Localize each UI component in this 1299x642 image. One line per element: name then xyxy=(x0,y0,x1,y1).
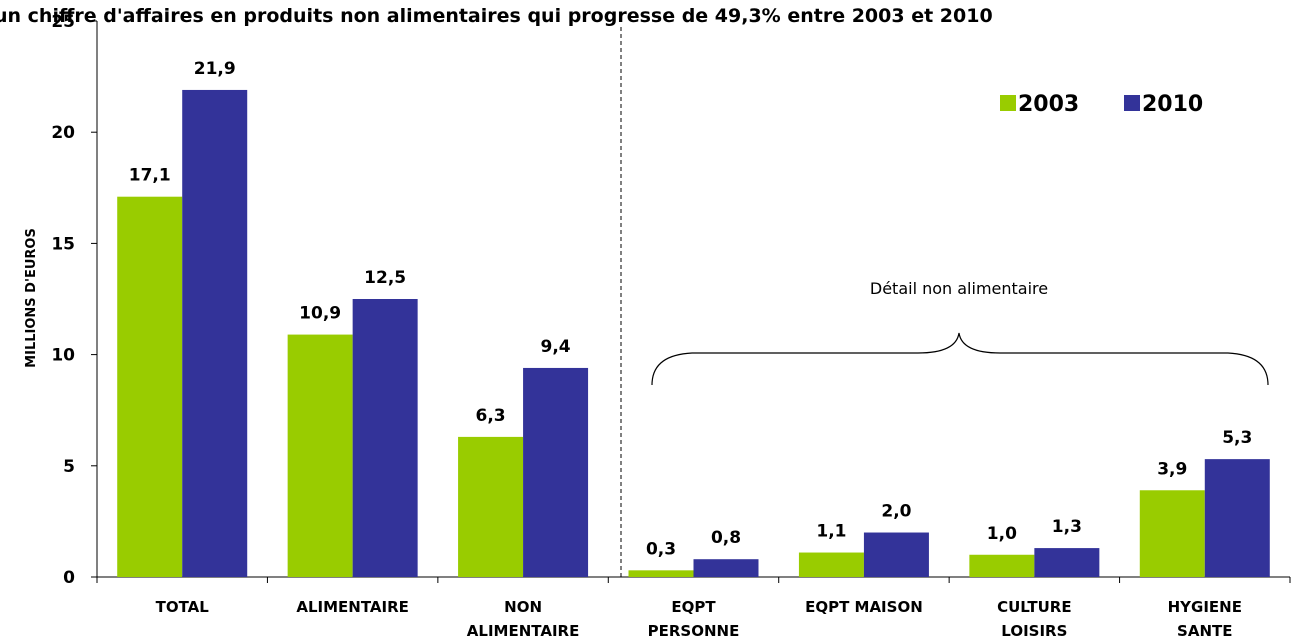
x-category-label: SANTE xyxy=(1177,622,1232,640)
data-label-2010: 0,8 xyxy=(711,528,741,548)
data-label-2010: 9,4 xyxy=(541,337,571,357)
bar-2010 xyxy=(182,89,248,577)
data-label-2003: 1,1 xyxy=(816,522,846,542)
bar-2003 xyxy=(628,570,694,577)
bars xyxy=(117,89,1270,578)
bar-2010 xyxy=(523,367,589,577)
x-category-label: PERSONNE xyxy=(648,622,740,640)
bar-2010 xyxy=(863,532,929,577)
bar-2010 xyxy=(693,559,759,577)
data-label-2010: 12,5 xyxy=(364,268,406,288)
x-category-label: HYGIENE xyxy=(1168,598,1242,616)
data-label-2010: 1,3 xyxy=(1052,517,1082,537)
data-label-2003: 3,9 xyxy=(1157,459,1187,479)
data-label-2010: 2,0 xyxy=(881,502,911,522)
bar-2010 xyxy=(1204,459,1270,577)
bar-2003 xyxy=(969,554,1035,577)
y-tick-label: 10 xyxy=(51,346,75,366)
bar-2003 xyxy=(117,196,183,578)
y-tick-label: 5 xyxy=(63,457,75,477)
y-axis-label: MILLIONS D'EUROS xyxy=(24,228,39,368)
data-label-2003: 1,0 xyxy=(987,524,1017,544)
y-tick-label: 0 xyxy=(63,568,75,588)
y-tick-label: 25 xyxy=(51,12,75,32)
x-category-label: TOTAL xyxy=(156,598,210,616)
bar-2003 xyxy=(458,436,524,577)
data-label-2003: 10,9 xyxy=(299,304,341,324)
bar-2003 xyxy=(1139,490,1205,577)
bar-2003 xyxy=(798,552,864,577)
bar-2010 xyxy=(352,299,418,577)
data-label-2010: 5,3 xyxy=(1222,428,1252,448)
legend-label-2003: 2003 xyxy=(1018,92,1079,117)
legend-label-2010: 2010 xyxy=(1142,92,1203,117)
legend: 2003 2010 xyxy=(1000,92,1203,117)
detail-brace xyxy=(651,332,1269,386)
x-category-label: CULTURE xyxy=(997,598,1071,616)
data-label-2010: 21,9 xyxy=(194,59,236,79)
legend-swatch-2003 xyxy=(1000,95,1016,111)
x-category-label: NON xyxy=(504,598,542,616)
annotation-detail-non-alimentaire: Détail non alimentaire xyxy=(870,279,1048,298)
category-labels: TOTAL ALIMENTAIRE NON ALIMENTAIRE EQPT PERSON… xyxy=(156,598,1242,640)
x-category-label: EQPT xyxy=(671,598,716,616)
y-tick-label: 15 xyxy=(51,234,75,254)
y-tick-label: 20 xyxy=(51,123,75,143)
data-label-2003: 0,3 xyxy=(646,539,676,559)
x-category-label: LOISIRS xyxy=(1001,622,1067,640)
x-category-label: EQPT MAISON xyxy=(805,598,923,616)
bar-2010 xyxy=(1034,548,1100,577)
chart-title: un chiffre d'affaires en produits non al… xyxy=(0,5,993,27)
data-label-2003: 17,1 xyxy=(129,166,171,186)
bar-2003 xyxy=(287,334,353,577)
legend-swatch-2010 xyxy=(1124,95,1140,111)
x-category-label: ALIMENTAIRE xyxy=(467,622,580,640)
data-label-2003: 6,3 xyxy=(476,406,506,426)
x-category-label: ALIMENTAIRE xyxy=(296,598,409,616)
value-labels: 17,1 21,9 10,9 12,5 6,3 9,4 0,3 0,8 1,1 2,0 1,0 1,3… xyxy=(129,59,1253,559)
